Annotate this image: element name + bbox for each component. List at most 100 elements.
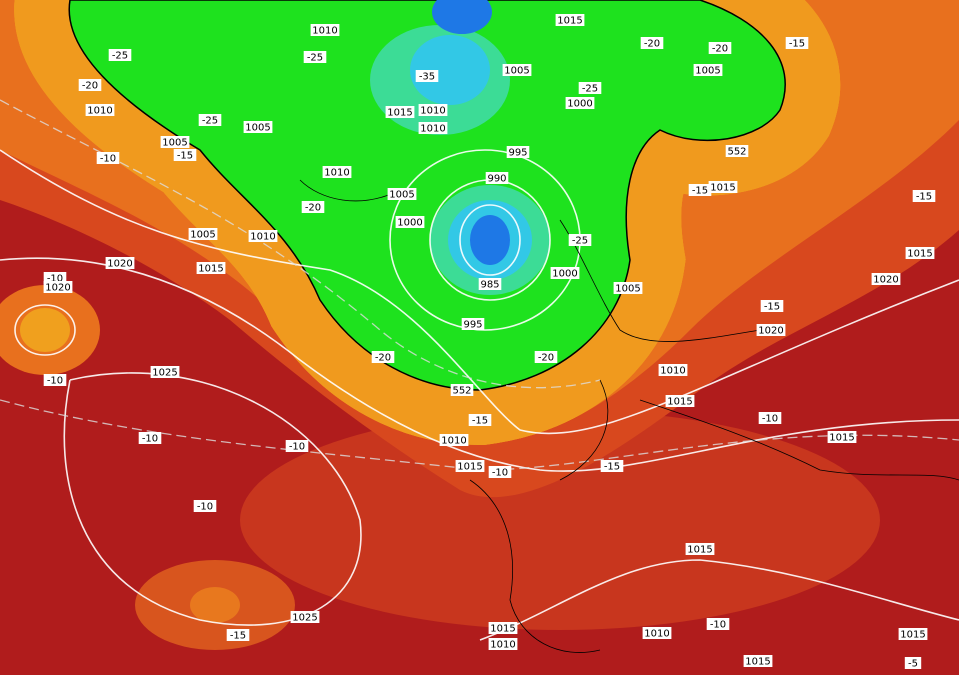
label-box <box>760 300 784 312</box>
contour-label: 1015 <box>900 630 925 641</box>
label-box <box>43 281 73 293</box>
contour-label: -15 <box>916 192 932 203</box>
label-box <box>285 440 309 452</box>
contour-label: -10 <box>100 154 116 165</box>
contour-label: 1015 <box>198 264 223 275</box>
contour-label: -15 <box>764 302 780 313</box>
label-box <box>665 395 695 407</box>
contour-label: 1005 <box>389 190 414 201</box>
label-box <box>418 104 448 116</box>
contour-label: -10 <box>197 502 213 513</box>
label-box <box>243 121 273 133</box>
label-box <box>600 460 624 472</box>
label-box <box>418 122 448 134</box>
label-box <box>534 351 558 363</box>
label-box <box>568 234 592 246</box>
contour-label: 552 <box>452 386 471 397</box>
contour-label: 1005 <box>162 138 187 149</box>
warm-area <box>240 410 880 630</box>
contour-label: 552 <box>727 147 746 158</box>
coastlines <box>299 179 959 653</box>
contour-label: 1010 <box>644 629 669 640</box>
label-box <box>105 257 135 269</box>
label-box <box>898 628 928 640</box>
label-box <box>371 351 395 363</box>
contour-label: 1010 <box>490 640 515 651</box>
label-box <box>43 374 67 386</box>
contour-label: 1005 <box>245 123 270 134</box>
contour-label: 1005 <box>504 66 529 77</box>
label-box <box>688 184 712 196</box>
label-box <box>785 37 809 49</box>
label-box <box>78 79 102 91</box>
contour-label: -10 <box>492 468 508 479</box>
label-box <box>415 70 439 82</box>
label-box <box>905 247 935 259</box>
label-box <box>706 618 730 630</box>
contour-label: 1015 <box>387 108 412 119</box>
contour-label: 1015 <box>490 624 515 635</box>
label-box <box>708 42 732 54</box>
label-box <box>642 627 672 639</box>
label-box <box>193 500 217 512</box>
contour-label: -25 <box>202 116 218 127</box>
contour-label: -10 <box>710 620 726 631</box>
label-box <box>85 104 115 116</box>
contour-label: -15 <box>604 462 620 473</box>
label-box <box>226 629 250 641</box>
contour-label: 1015 <box>667 397 692 408</box>
label-box <box>173 149 197 161</box>
contour-label: 1020 <box>873 275 898 286</box>
label-box <box>450 384 474 396</box>
label-box <box>743 655 773 667</box>
contour-label: -25 <box>307 53 323 64</box>
label-box <box>502 64 532 76</box>
cold-core <box>432 0 492 34</box>
contour-label: 1025 <box>292 613 317 624</box>
contour-label: 1005 <box>615 284 640 295</box>
contour-label: 1020 <box>45 283 70 294</box>
contour-label: 1010 <box>420 124 445 135</box>
label-box <box>756 324 786 336</box>
label-box <box>640 37 664 49</box>
contour-label: 1015 <box>829 433 854 444</box>
contour-label: -10 <box>47 376 63 387</box>
contour-label: 1010 <box>250 232 275 243</box>
label-layer: 1015 1010 -25 -25 1005 -20 1010 -25 1015 1010 1010… <box>43 14 936 670</box>
label-box <box>613 282 643 294</box>
contour-label: 1015 <box>907 249 932 260</box>
label-box <box>708 181 738 193</box>
contour-label: 1020 <box>107 259 132 270</box>
contour-label: 1010 <box>324 168 349 179</box>
label-box <box>485 172 509 184</box>
label-box <box>188 228 218 240</box>
contour-label: 1020 <box>758 326 783 337</box>
label-box <box>488 638 518 650</box>
label-box <box>395 216 425 228</box>
label-box <box>96 152 120 164</box>
label-box <box>871 273 901 285</box>
contour-label: -35 <box>419 72 435 83</box>
contour-label: -15 <box>230 631 246 642</box>
label-box <box>385 106 415 118</box>
label-box <box>725 145 749 157</box>
label-box <box>506 146 530 158</box>
contour-label: 1010 <box>312 26 337 37</box>
contour-label: -25 <box>572 236 588 247</box>
contour-label: 1010 <box>420 106 445 117</box>
contour-label: -5 <box>908 659 918 670</box>
label-box <box>461 318 485 330</box>
label-box <box>303 51 327 63</box>
contour-label: -15 <box>692 186 708 197</box>
contour-label: -10 <box>142 434 158 445</box>
label-box <box>488 622 518 634</box>
orange-area <box>20 308 70 352</box>
contour-label: 985 <box>480 280 499 291</box>
label-box <box>310 24 340 36</box>
label-box <box>685 543 715 555</box>
contour-label: -25 <box>112 51 128 62</box>
contour-label: -20 <box>644 39 660 50</box>
contour-label: 995 <box>508 148 527 159</box>
label-box <box>138 432 162 444</box>
cold-core <box>410 35 490 105</box>
